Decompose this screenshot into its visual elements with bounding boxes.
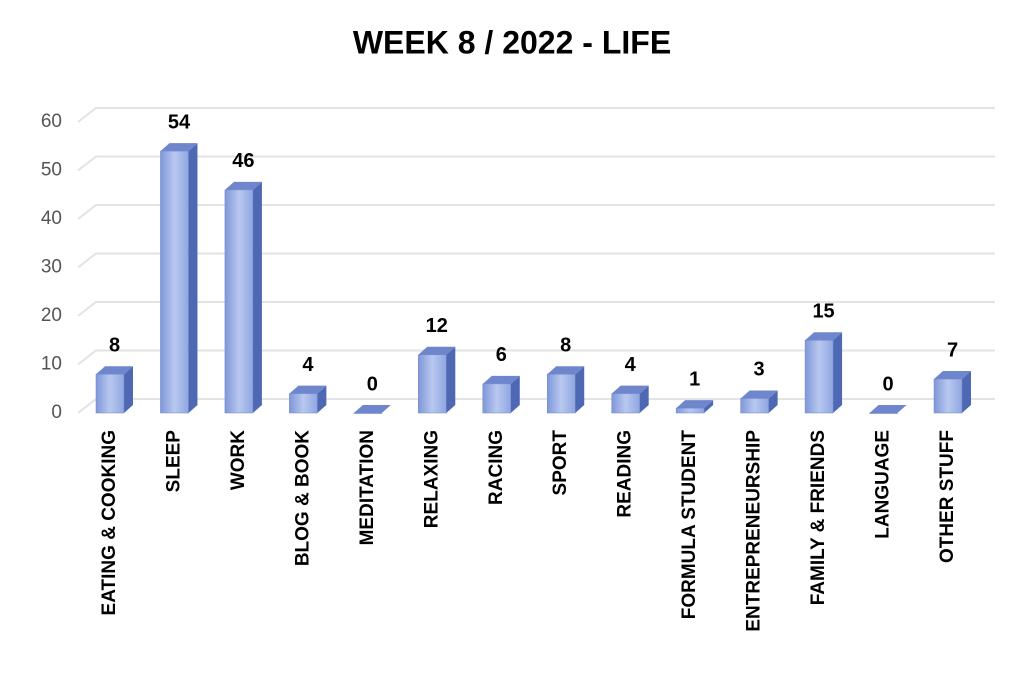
bar-top — [96, 366, 133, 375]
y-tick-label: 10 — [41, 354, 62, 375]
bar-top — [224, 181, 262, 190]
data-label: 3 — [754, 359, 765, 381]
bar — [95, 366, 133, 414]
x-tick-label: FORMULA STUDENT — [679, 430, 700, 620]
bar-side — [575, 366, 585, 413]
bar-top — [676, 400, 714, 409]
bar-side — [124, 366, 133, 413]
bar-side — [962, 371, 971, 413]
bar — [804, 332, 843, 414]
x-tick-label: OTHER STUFF — [937, 430, 958, 563]
bar-top — [611, 385, 649, 394]
data-label: 7 — [947, 339, 958, 361]
x-tick-label: LANGUAGE — [873, 430, 894, 539]
y-tick-label: 50 — [41, 160, 62, 181]
bar — [160, 143, 198, 414]
grid-line — [77, 204, 995, 220]
bar — [933, 371, 971, 414]
chart-title: WEEK 8 / 2022 - LIFE — [353, 24, 671, 60]
x-tick-label: FAMILY & FRIENDS — [808, 430, 829, 605]
data-label: 8 — [560, 334, 571, 356]
data-label: 1 — [689, 368, 700, 390]
bar-top — [805, 332, 843, 341]
bar — [611, 385, 649, 414]
bar-top — [740, 390, 778, 399]
bar-top — [160, 143, 198, 152]
bar-side — [833, 332, 843, 413]
data-label: 15 — [812, 301, 834, 323]
bar-front — [804, 340, 834, 414]
grid-line — [77, 107, 995, 123]
data-label: 54 — [168, 111, 191, 133]
bar-top — [934, 371, 971, 380]
grid-line — [77, 349, 995, 366]
bar-top — [482, 375, 520, 384]
x-tick-label: READING — [615, 430, 636, 518]
bar-top — [869, 405, 907, 413]
bar-front — [418, 354, 447, 414]
grid-line — [77, 155, 995, 172]
data-label: 0 — [882, 373, 893, 395]
bar-side — [510, 375, 520, 413]
bar-front — [611, 393, 640, 414]
x-tick-label: RELAXING — [421, 430, 442, 528]
bar-side — [252, 181, 262, 413]
bar — [675, 400, 714, 414]
bar-side — [188, 143, 198, 413]
x-tick-label: SLEEP — [163, 430, 184, 493]
y-tick-label: 30 — [41, 257, 62, 278]
grid-line — [77, 252, 995, 269]
grid-line — [77, 301, 995, 317]
bar-top — [547, 366, 585, 375]
x-tick-label: EATING & COOKING — [99, 430, 120, 615]
bar-front — [160, 150, 189, 414]
bar — [546, 366, 585, 414]
data-label: 8 — [109, 334, 120, 356]
bar-front — [546, 373, 576, 414]
bar-top — [418, 346, 456, 355]
bar — [224, 181, 262, 414]
bar-side — [317, 385, 327, 413]
y-tick-label: 40 — [41, 208, 62, 229]
bar-side — [704, 400, 714, 413]
bar-front — [482, 383, 512, 414]
bar — [482, 375, 520, 414]
y-tick-label: 60 — [41, 111, 62, 132]
bar-front — [740, 398, 769, 414]
bar-front — [869, 412, 898, 414]
bar-front — [224, 189, 254, 414]
bar-side — [768, 390, 778, 413]
bar — [740, 390, 778, 414]
bar — [353, 405, 391, 414]
grid-line — [77, 398, 995, 414]
bar-front — [675, 407, 705, 414]
x-tick-label: SPORT — [550, 430, 571, 496]
bar-top — [353, 405, 391, 413]
bar-front — [95, 373, 125, 414]
x-tick-label: BLOG & BOOK — [292, 430, 313, 566]
data-label: 46 — [232, 150, 254, 172]
bar-side — [446, 346, 456, 413]
bar — [869, 405, 907, 414]
data-label: 4 — [302, 354, 314, 376]
x-tick-label: MEDITATION — [357, 430, 378, 545]
bar — [289, 385, 327, 414]
data-label: 6 — [496, 344, 507, 366]
bar-side — [639, 385, 649, 413]
data-label: 4 — [625, 354, 637, 376]
x-tick-label: RACING — [486, 430, 507, 505]
bar-top — [289, 385, 327, 394]
bar-front — [289, 393, 318, 414]
data-label: 12 — [426, 315, 448, 337]
y-tick-label: 0 — [51, 402, 62, 423]
x-tick-label: WORK — [228, 430, 249, 490]
x-tick-label: ENTREPRENEURSHIP — [744, 430, 765, 632]
bar — [418, 346, 456, 414]
bar-front — [353, 412, 383, 414]
bar-front — [933, 378, 963, 414]
y-tick-label: 20 — [41, 305, 62, 326]
data-label: 0 — [367, 373, 378, 395]
